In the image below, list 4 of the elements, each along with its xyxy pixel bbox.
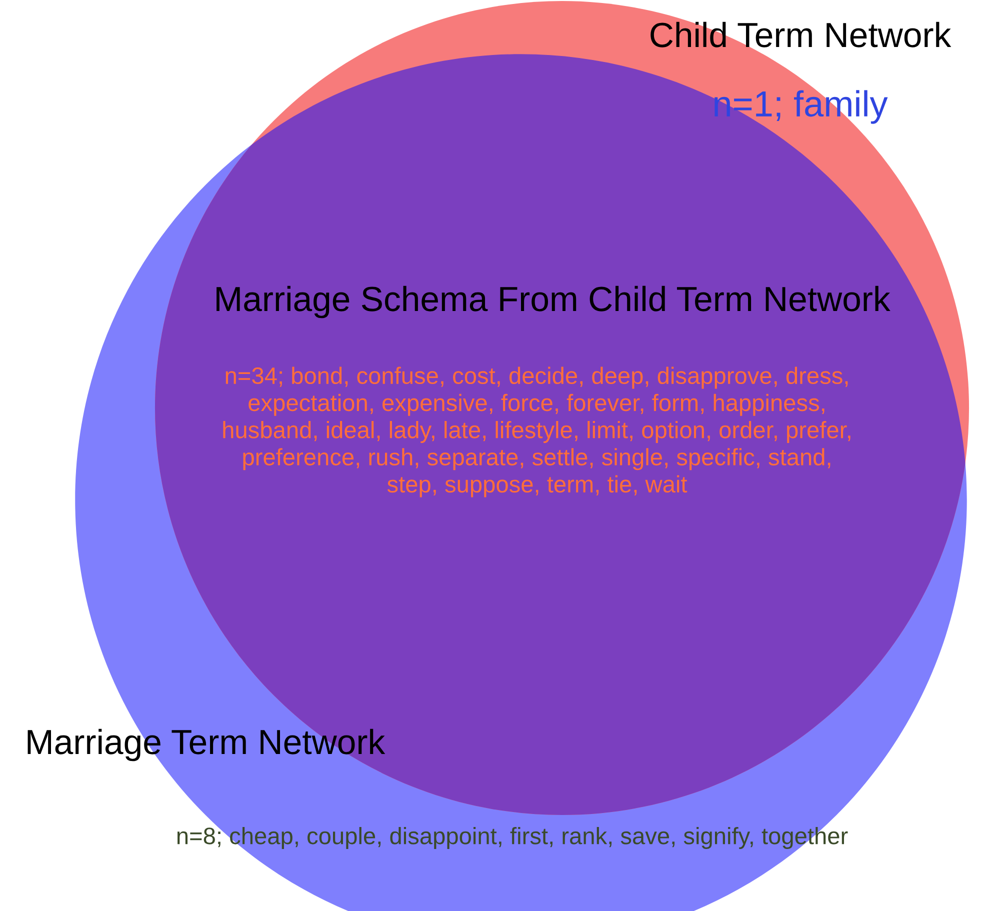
data-label: n=34; bond, confuse, cost, decide, deep, disapprove, dress, expectation, expensive, force, forever, form, happiness, husband, ideal, lady, late, lifestyle, limit, option, order, prefer, preference, rush, separate, settle, single, specific, stand, step, suppose, term, tie, wait	[223, 366, 850, 498]
category-label: Marriage Schema From Child Term Network	[216, 286, 890, 318]
category-label: Marriage Term Network	[28, 728, 386, 762]
category-label: Child Term Network	[650, 22, 952, 48]
